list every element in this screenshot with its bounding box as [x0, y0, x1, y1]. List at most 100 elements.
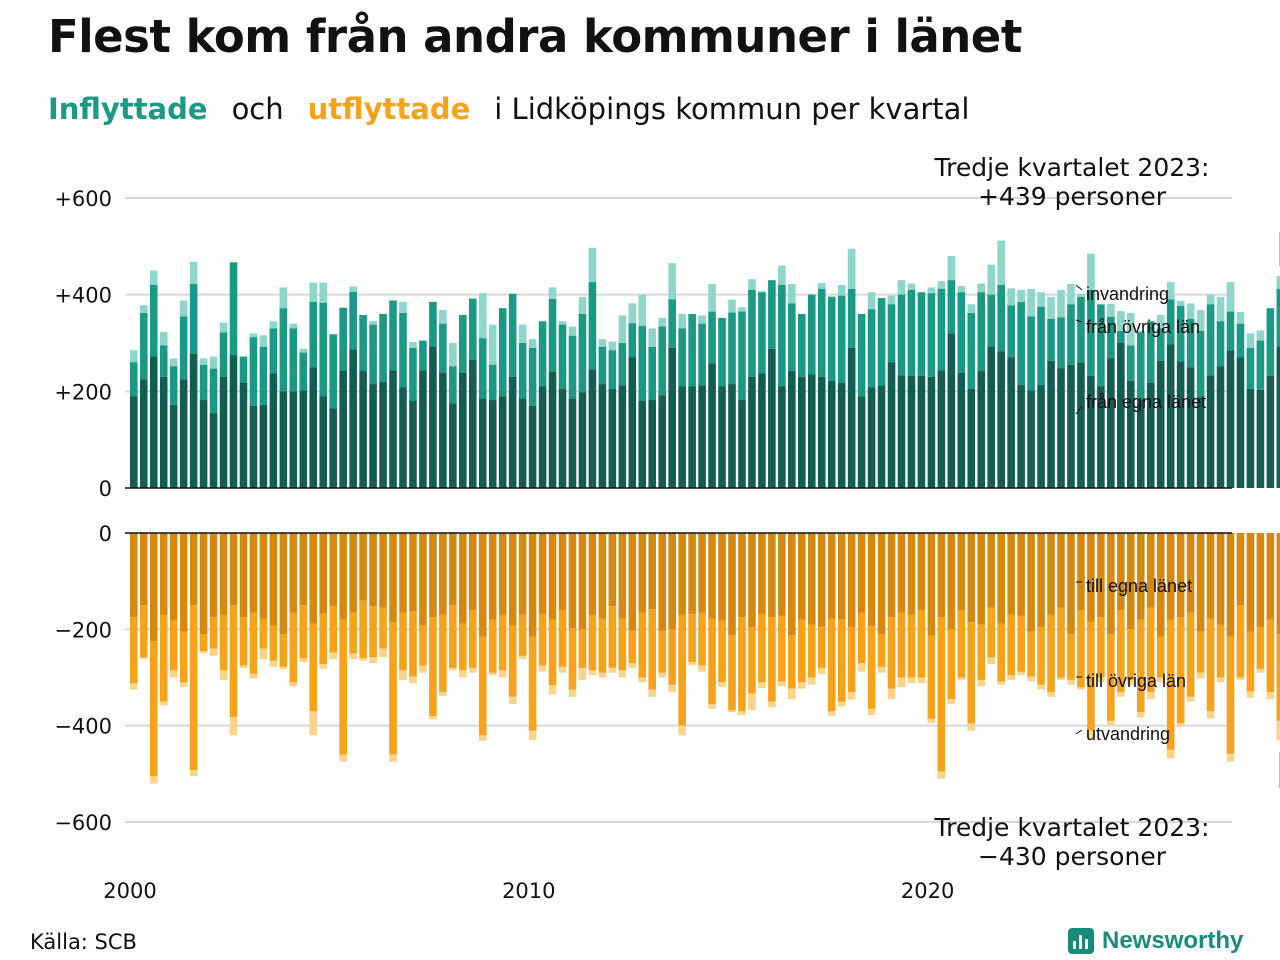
bar-out-other-lan: [369, 606, 377, 658]
bar-out-same-lan: [289, 533, 298, 613]
bar-in-same-lan: [678, 386, 686, 488]
bar-out-same-lan: [259, 533, 268, 619]
bar-in-same-lan: [219, 376, 228, 488]
bar-out-abroad: [688, 662, 696, 666]
bar-out-abroad: [758, 682, 766, 689]
bar-out-abroad: [788, 688, 796, 700]
bar-out-same-lan: [379, 533, 387, 608]
bar-in-same-lan: [1156, 360, 1165, 488]
bar-in-other-lan: [1027, 316, 1035, 391]
bar-out-same-lan: [179, 533, 188, 632]
bar-in-other-lan: [718, 317, 726, 387]
bar-out-other-lan: [429, 617, 437, 717]
bar-in-other-lan: [359, 314, 367, 372]
bar-in-same-lan: [349, 349, 357, 488]
bar-in-other-lan: [957, 292, 966, 373]
bar-in-same-lan: [1017, 385, 1025, 488]
bar-in-other-lan: [967, 313, 976, 389]
bar-out-other-lan: [708, 618, 716, 704]
bar-out-abroad: [917, 677, 926, 684]
bar-out-other-lan: [528, 636, 537, 731]
axes: +600 +400 +200 0 0 −200 −400 −600 2000 2010 2020: [54, 187, 1232, 903]
bar-out-other-lan: [937, 617, 946, 772]
bar-out-abroad: [698, 665, 706, 672]
bar-in-abroad: [1107, 303, 1115, 317]
bar-out-other-lan: [897, 612, 906, 678]
bar-in-other-lan: [279, 308, 288, 392]
chart-logo-icon: [1068, 928, 1094, 954]
bar-out-abroad: [927, 718, 936, 724]
bar-out-abroad: [498, 670, 507, 678]
bar-out-other-lan: [987, 607, 996, 658]
bar-out-same-lan: [837, 533, 846, 620]
bar-out-abroad: [379, 648, 387, 658]
bar-in-same-lan: [1186, 367, 1195, 488]
bar-in-same-lan: [708, 363, 716, 488]
bar-in-abroad: [449, 343, 457, 367]
bar-in-other-lan: [289, 328, 298, 392]
bar-out-same-lan: [817, 533, 826, 627]
bar-in-other-lan: [1107, 316, 1115, 359]
bar-out-other-lan: [468, 610, 477, 668]
bar-in-same-lan: [1276, 346, 1280, 488]
bar-out-abroad: [459, 670, 467, 678]
bar-out-abroad: [1156, 677, 1165, 683]
bar-out-same-lan: [797, 533, 806, 620]
bar-in-same-lan: [419, 370, 427, 488]
bar-out-other-lan: [877, 634, 886, 667]
bar-in-other-lan: [409, 347, 417, 401]
bar-in-other-lan: [269, 328, 278, 374]
bar-in-same-lan: [588, 369, 597, 488]
bar-out-other-lan: [189, 605, 198, 770]
bar-out-abroad: [508, 696, 517, 704]
bar-in-abroad: [309, 282, 318, 302]
bar-in-other-lan: [917, 292, 926, 376]
bar-in-same-lan: [209, 413, 218, 488]
y-tick-label-top: +200: [54, 380, 112, 404]
bar-out-other-lan: [1007, 614, 1015, 676]
bar-out-other-lan: [518, 614, 527, 656]
bar-out-other-lan: [758, 613, 766, 683]
bar-in-same-lan: [429, 346, 437, 488]
bar-in-abroad: [349, 286, 357, 292]
bar-out-other-lan: [329, 606, 337, 653]
bar-in-same-lan: [279, 391, 288, 488]
bar-in-abroad: [887, 295, 896, 305]
bar-out-same-lan: [738, 533, 746, 618]
bar-out-same-lan: [189, 533, 198, 606]
bar-out-abroad: [359, 658, 367, 661]
bar-out-same-lan: [1266, 533, 1275, 620]
bar-in-other-lan: [429, 301, 437, 347]
bar-out-other-lan: [768, 617, 776, 702]
bar-in-abroad: [399, 301, 407, 314]
bar-in-same-lan: [608, 388, 617, 488]
bar-in-other-lan: [329, 334, 337, 409]
bar-out-other-lan: [1067, 634, 1075, 680]
bar-in-same-lan: [409, 401, 417, 488]
bar-in-other-lan: [518, 343, 527, 399]
bar-in-other-lan: [568, 335, 577, 399]
bar-in-same-lan: [1146, 382, 1155, 488]
bar-out-other-lan: [1097, 617, 1105, 678]
bar-in-same-lan: [658, 395, 667, 488]
bar-in-other-lan: [638, 326, 647, 401]
bar-out-same-lan: [1156, 533, 1165, 637]
bar-in-abroad: [159, 331, 168, 346]
bar-in-same-lan: [648, 400, 657, 488]
bar-in-same-lan: [339, 370, 347, 488]
brand-name: Newsworthy: [1102, 927, 1244, 954]
bar-out-same-lan: [1146, 533, 1155, 608]
bar-in-abroad: [1236, 312, 1245, 324]
y-tick-label-top: +400: [54, 284, 112, 308]
bar-out-abroad: [1007, 675, 1015, 680]
bar-in-same-lan: [389, 370, 397, 488]
bar-out-same-lan: [1206, 533, 1215, 619]
bar-in-abroad: [977, 283, 986, 293]
bar-out-other-lan: [857, 612, 866, 664]
bar-out-abroad: [1176, 723, 1185, 727]
bar-in-same-lan: [1087, 375, 1095, 488]
bar-out-abroad: [1107, 720, 1115, 726]
bar-out-same-lan: [249, 533, 258, 613]
bar-out-same-lan: [459, 533, 467, 624]
bar-in-same-lan: [508, 376, 517, 488]
